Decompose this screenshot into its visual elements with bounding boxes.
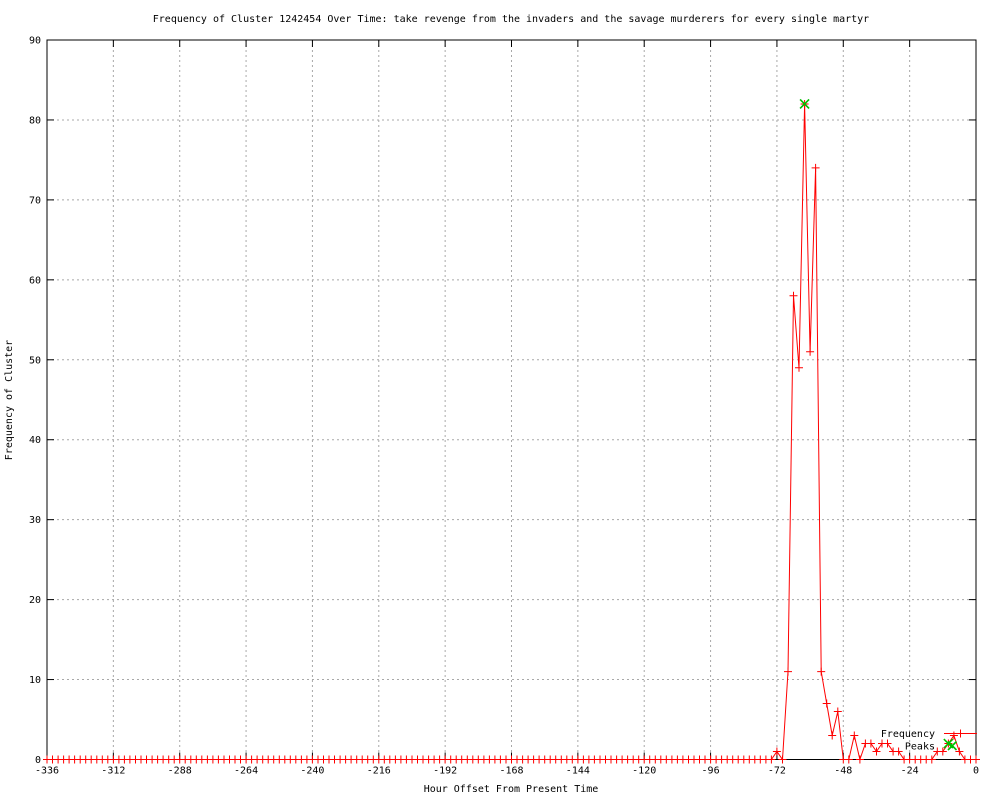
x-tick-label: -312 xyxy=(101,766,125,777)
x-tick-label: -120 xyxy=(632,766,656,777)
y-tick-label: 90 xyxy=(29,36,41,47)
y-tick-label: 50 xyxy=(29,355,41,366)
y-tick-label: 20 xyxy=(29,595,41,606)
x-tick-label: -144 xyxy=(566,766,590,777)
legend: Frequency Peaks xyxy=(881,729,977,753)
x-tick-label: -288 xyxy=(168,766,192,777)
legend-label-peaks: Peaks xyxy=(905,742,935,753)
gridlines xyxy=(46,39,977,760)
y-tick-label: 0 xyxy=(35,755,41,766)
x-tick-label: -168 xyxy=(499,766,523,777)
y-tick-label: 80 xyxy=(29,115,41,126)
x-tick-label: -48 xyxy=(834,766,852,777)
x-axis-label: Hour Offset From Present Time xyxy=(424,784,599,795)
frequency-point-markers xyxy=(43,100,980,764)
x-tick-label: -192 xyxy=(433,766,457,777)
y-tick-label: 60 xyxy=(29,275,41,286)
legend-peaks-sample-marker xyxy=(947,740,958,751)
y-tick-label: 70 xyxy=(29,195,41,206)
axes: -336 -312 -288 -264 -240 -216 -192 -168 -144 -120… xyxy=(29,36,979,777)
chart-title: Frequency of Cluster 1242454 Over Time: … xyxy=(153,14,869,25)
x-tick-label: -264 xyxy=(234,766,258,777)
data-series xyxy=(43,98,980,764)
x-tick-label: -216 xyxy=(367,766,391,777)
y-axis-label: Frequency of Cluster xyxy=(4,340,15,460)
x-tick-label: -24 xyxy=(901,766,919,777)
y-tick-label: 30 xyxy=(29,515,41,526)
peak-marker xyxy=(799,98,810,110)
x-tick-label: -240 xyxy=(300,766,324,777)
legend-label-frequency: Frequency xyxy=(881,729,935,740)
legend-frequency-sample-marker xyxy=(956,729,965,738)
y-tick-label: 40 xyxy=(29,435,41,446)
x-tick-label: -336 xyxy=(35,766,59,777)
x-tick-label: 0 xyxy=(973,766,979,777)
x-tick-label: -72 xyxy=(768,766,786,777)
y-tick-label: 10 xyxy=(29,675,41,686)
x-tick-label: -96 xyxy=(702,766,720,777)
